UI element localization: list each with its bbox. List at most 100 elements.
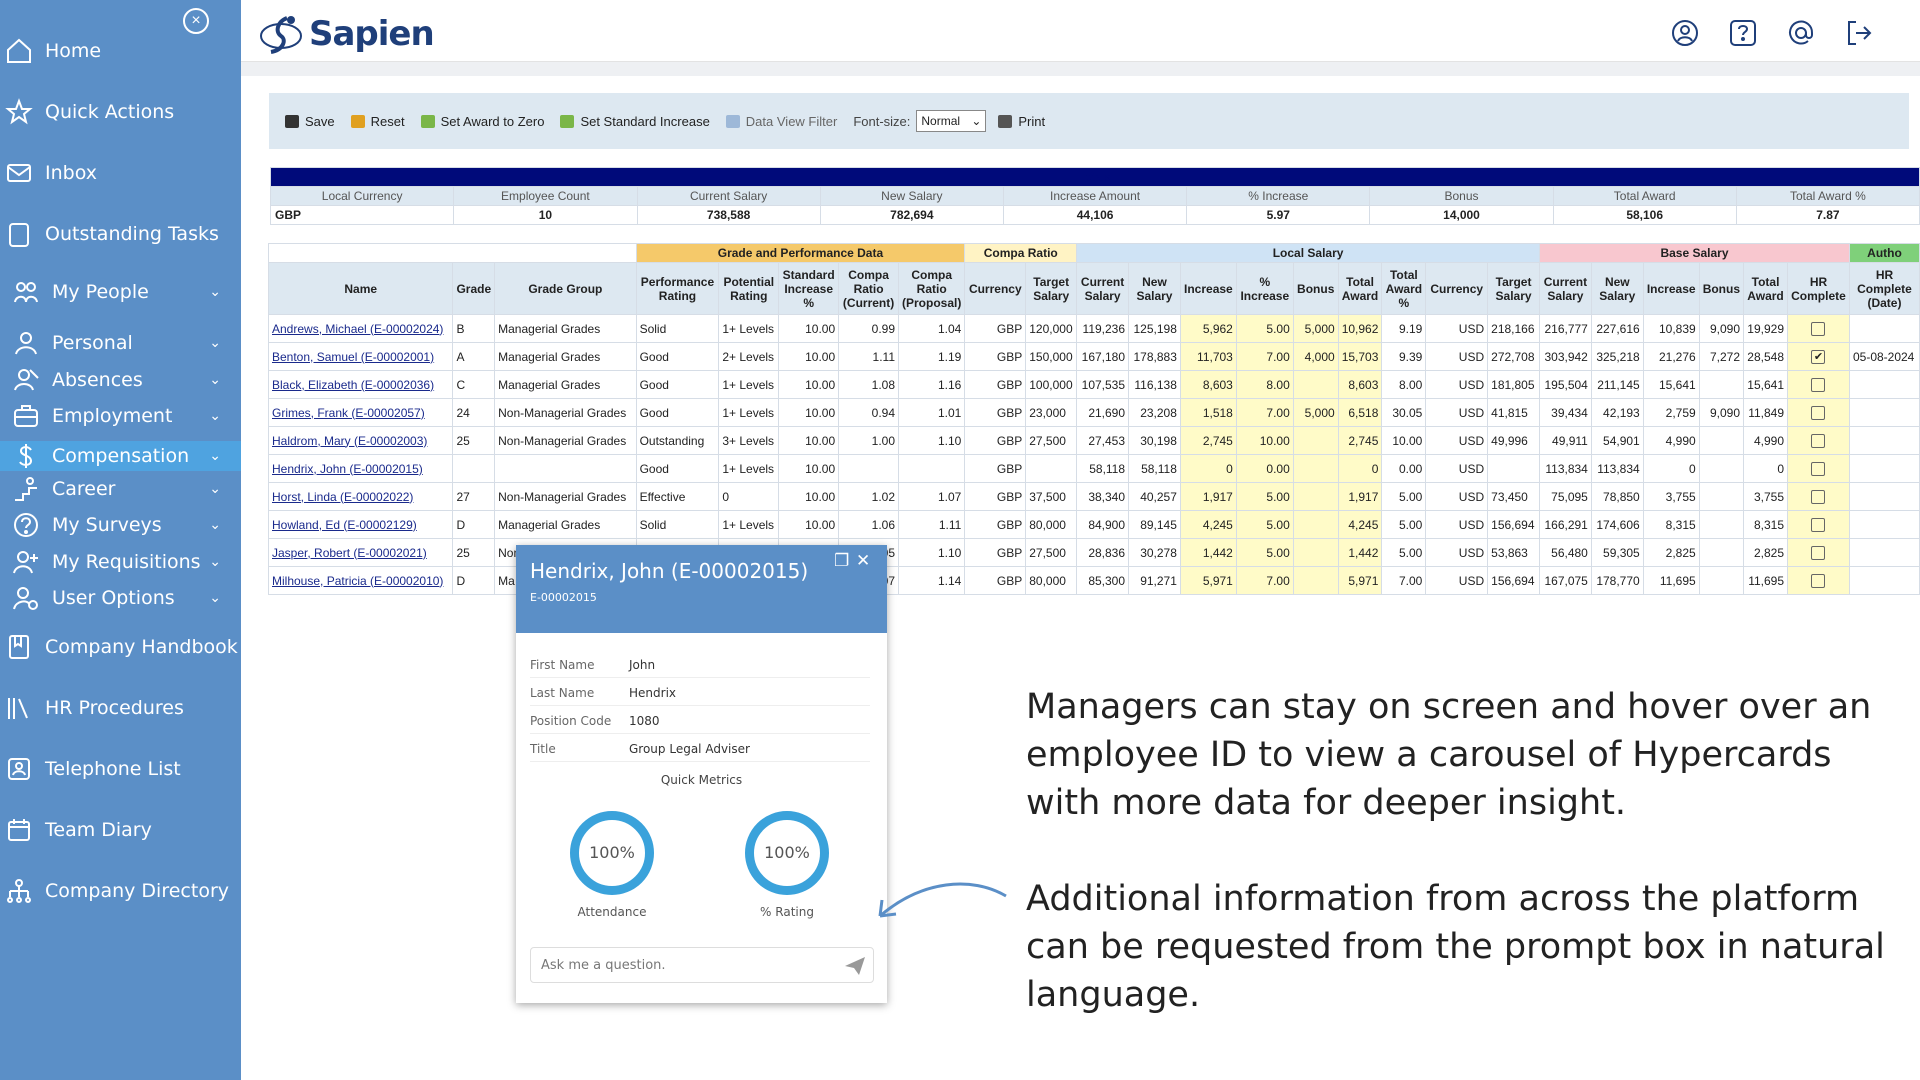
employee-link[interactable]: Jasper, Robert (E-00002021)	[272, 545, 427, 560]
hr-complete-checkbox[interactable]	[1811, 433, 1826, 448]
column-header[interactable]: Grade	[452, 262, 496, 315]
employee-link[interactable]: Black, Elizabeth (E-00002036)	[272, 377, 435, 392]
sidebar-item-compensation[interactable]: Compensation ⌄	[0, 441, 241, 471]
column-header[interactable]: Name	[267, 262, 454, 315]
set-standard-increase-button[interactable]: Set Standard Increase	[560, 114, 710, 129]
close-sidebar-button[interactable]: ×	[183, 8, 209, 34]
hr-complete-checkbox[interactable]: ✔	[1811, 349, 1826, 364]
sidebar-item-hr-procedures[interactable]: HR Procedures	[0, 695, 241, 721]
sidebar-item-my-requisitions[interactable]: My Requisitions ⌄	[0, 549, 241, 575]
column-header[interactable]: Target Salary	[1025, 262, 1078, 315]
hr-complete-date-cell	[1848, 314, 1920, 343]
ask-question-input[interactable]: Ask me a question.	[530, 947, 874, 983]
column-header[interactable]: Total Award %	[1381, 262, 1427, 315]
table-cell: Managerial Grades	[494, 510, 637, 539]
sidebar-item-company-directory[interactable]: Company Directory	[0, 878, 241, 904]
user-profile-icon[interactable]	[1670, 18, 1700, 48]
employee-link[interactable]: Hendrix, John (E-00002015)	[272, 461, 423, 476]
hr-complete-checkbox[interactable]	[1811, 377, 1826, 392]
column-header[interactable]: Compa Ratio (Current)	[838, 262, 899, 315]
sidebar-item-home[interactable]: Home	[0, 38, 241, 64]
sidebar-item-user-options[interactable]: User Options ⌄	[0, 585, 241, 611]
column-header[interactable]: Target Salary	[1487, 262, 1540, 315]
sidebar-item-absences[interactable]: Absences ⌄	[0, 367, 241, 393]
column-header[interactable]: Grade Group	[494, 262, 637, 315]
people-icon	[14, 282, 38, 303]
field-label: Last Name	[530, 685, 595, 700]
column-header[interactable]: Standard Increase %	[778, 262, 840, 315]
employee-link[interactable]: Howland, Ed (E-00002129)	[272, 517, 417, 532]
send-icon[interactable]	[844, 956, 866, 976]
logout-icon[interactable]	[1844, 18, 1874, 48]
sidebar-item-my-surveys[interactable]: My Surveys ⌄	[0, 512, 241, 538]
employee-link[interactable]: Haldrom, Mary (E-00002003)	[272, 433, 428, 448]
column-header[interactable]: Increase	[1179, 262, 1237, 315]
table-cell: 27	[452, 482, 496, 511]
data-view-filter-button[interactable]: Data View Filter	[725, 114, 837, 129]
employee-link[interactable]: Benton, Samuel (E-00002001)	[272, 349, 435, 364]
column-header[interactable]: Bonus	[1698, 262, 1745, 315]
font-size-select[interactable]: Normal ⌄	[916, 110, 987, 132]
column-header[interactable]: New Salary	[1590, 262, 1644, 315]
column-header[interactable]: Potential Rating	[718, 262, 780, 315]
sidebar-item-inbox[interactable]: Inbox	[0, 160, 241, 186]
set-award-zero-label: Set Award to Zero	[440, 113, 545, 129]
help-icon[interactable]	[1728, 18, 1758, 48]
column-header[interactable]: Performance Rating	[635, 262, 720, 315]
table-cell: GBP	[964, 454, 1027, 483]
hr-complete-checkbox[interactable]	[1811, 545, 1826, 560]
hr-complete-checkbox[interactable]	[1811, 461, 1826, 476]
employee-link[interactable]: Andrews, Michael (E-00002024)	[272, 321, 444, 336]
totals-value-cell: 14,000	[1369, 205, 1554, 225]
table-cell: 49,911	[1539, 426, 1592, 455]
print-icon	[998, 114, 1013, 128]
sidebar-item-team-diary[interactable]: Team Diary	[0, 817, 241, 843]
employee-link[interactable]: Grimes, Frank (E-00002057)	[272, 405, 425, 420]
hr-complete-checkbox[interactable]	[1811, 405, 1826, 420]
set-award-zero-button[interactable]: Set Award to Zero	[420, 113, 545, 129]
reset-button[interactable]: Reset	[350, 114, 405, 129]
column-header[interactable]: HR Complete (Date)	[1848, 262, 1920, 315]
hr-complete-checkbox[interactable]	[1811, 489, 1826, 504]
column-header[interactable]: HR Complete	[1787, 262, 1850, 315]
table-cell: 1.11	[897, 510, 966, 539]
employee-link[interactable]: Milhouse, Patricia (E-00002010)	[272, 573, 444, 588]
column-header[interactable]: Total Award	[1337, 262, 1383, 315]
hr-complete-checkbox[interactable]	[1811, 517, 1826, 532]
column-header[interactable]: Current Salary	[1539, 262, 1592, 315]
table-cell: 166,291	[1539, 510, 1592, 539]
column-header[interactable]: Increase	[1642, 262, 1700, 315]
at-sign-icon[interactable]	[1786, 18, 1816, 48]
column-header[interactable]: Currency	[1425, 262, 1489, 315]
column-header[interactable]: Compa Ratio (Proposal)	[897, 262, 966, 315]
pop-out-icon[interactable]: ❐	[834, 551, 850, 571]
save-button[interactable]: Save	[285, 114, 335, 129]
sidebar-item-telephone-list[interactable]: Telephone List	[0, 756, 241, 782]
chevron-down-icon: ⌄	[209, 372, 221, 388]
sidebar-item-employment[interactable]: Employment ⌄	[0, 403, 241, 429]
sidebar-item-company-handbook[interactable]: Company Handbook	[0, 634, 241, 660]
employee-link[interactable]: Horst, Linda (E-00002022)	[272, 489, 414, 504]
column-header[interactable]: Total Award	[1743, 262, 1788, 315]
print-button[interactable]: Print	[998, 114, 1045, 129]
column-header[interactable]: New Salary	[1128, 262, 1181, 315]
column-header[interactable]: % Increase	[1235, 262, 1294, 315]
sidebar-item-outstanding-tasks[interactable]: Outstanding Tasks	[0, 221, 241, 247]
sidebar-item-career[interactable]: Career ⌄	[0, 476, 241, 502]
hr-complete-checkbox[interactable]	[1811, 321, 1826, 336]
table-cell	[1698, 538, 1745, 567]
sidebar-item-my-people[interactable]: My People ⌄	[0, 279, 241, 305]
sidebar-item-personal[interactable]: Personal ⌄	[0, 330, 241, 356]
table-cell: Good	[635, 454, 720, 483]
logo[interactable]: Sapien	[257, 12, 435, 56]
table-cell: 58,118	[1128, 454, 1181, 483]
close-icon[interactable]: ✕	[856, 551, 871, 571]
column-header[interactable]: Bonus	[1292, 262, 1339, 315]
column-header[interactable]: Currency	[964, 262, 1027, 315]
hr-complete-checkbox[interactable]	[1811, 573, 1826, 588]
table-cell: 2,745	[1337, 426, 1383, 455]
column-header[interactable]: Current Salary	[1076, 262, 1130, 315]
sidebar-item-quick-actions[interactable]: Quick Actions	[0, 98, 241, 125]
attendance-ring: 100%	[570, 811, 654, 895]
hr-complete-date-cell	[1848, 538, 1920, 567]
